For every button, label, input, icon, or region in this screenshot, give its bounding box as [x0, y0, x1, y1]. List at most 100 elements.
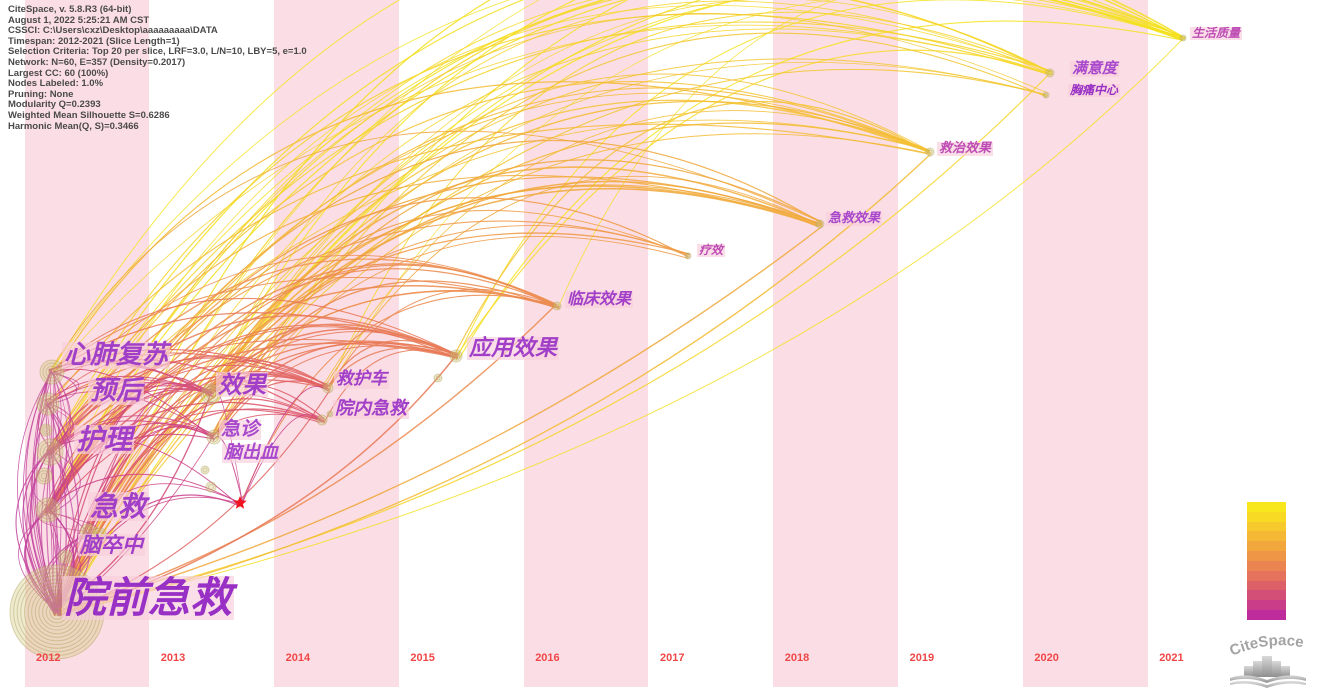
node-shyfs[interactable]: [39, 359, 65, 385]
node-n1[interactable]: [35, 467, 53, 485]
node-label-xg[interactable]: 效果: [216, 370, 268, 399]
metadata-line: Weighted Mean Silhouette S=0.6286: [8, 109, 170, 121]
node-jj[interactable]: [35, 497, 61, 523]
node-yh[interactable]: [36, 392, 60, 416]
node-n7[interactable]: [205, 481, 217, 493]
edge-jhc-shzl: [328, 0, 1182, 391]
edge-yqjj-jjxg: [52, 188, 820, 614]
legend-step: [1247, 610, 1286, 620]
node-n9[interactable]: [433, 373, 443, 383]
edge-jj-myd: [47, 5, 1052, 509]
year-label-2017: 2017: [660, 652, 685, 664]
edge-yqjj-hl: [22, 449, 56, 616]
node-lx[interactable]: [684, 252, 692, 260]
metadata-line: Network: N=60, E=357 (Density=0.2017): [8, 56, 186, 68]
node-label-xtzx[interactable]: 胸痛中心: [1068, 83, 1121, 97]
edge-jj-ncz: [48, 512, 88, 533]
edge-jhc-jzxg: [323, 110, 929, 385]
metadata-line: CiteSpace, v. 5.8.R3 (64-bit): [8, 4, 132, 15]
edge-yqjj-jj: [46, 507, 59, 616]
edge-yqjj-jj: [25, 507, 60, 612]
metadata-line: August 1, 2022 5:25:21 AM CST: [8, 14, 150, 26]
metadata-line: CSSCI: C:\Users\cxz\Desktop\aaaaaaaaa\DA…: [8, 25, 218, 37]
edge-shyfs-yyxg: [53, 297, 457, 370]
year-label-2018: 2018: [784, 652, 810, 664]
node-label-yqjj[interactable]: 院前急救: [62, 573, 235, 622]
node-jzxg[interactable]: [925, 147, 935, 157]
edge-hl-myd: [50, 21, 1053, 454]
burst-star-node[interactable]: [233, 496, 247, 509]
node-label-hl[interactable]: 护理: [74, 423, 135, 456]
edge-hl-yh: [37, 404, 52, 450]
node-jhc[interactable]: [322, 382, 334, 394]
svg-text:CiteSpace: CiteSpace: [1227, 632, 1305, 659]
node-label-jz[interactable]: 急诊: [219, 418, 262, 440]
legend-step: [1247, 580, 1286, 591]
edge-yyxg-jzxg: [451, 100, 929, 360]
node-lcxg[interactable]: [552, 301, 562, 311]
edge-yqjj-jj: [18, 511, 59, 614]
node-label-lx[interactable]: 疗效: [697, 243, 726, 257]
node-myd[interactable]: [1045, 68, 1055, 78]
node-label-yyxg[interactable]: 应用效果: [467, 335, 560, 361]
edge-hl-jzxg: [52, 119, 930, 453]
edge-ncz-yyxg: [88, 331, 458, 531]
node-label-yh[interactable]: 预后: [88, 376, 145, 406]
legend-step: [1247, 600, 1286, 611]
node-label-jj[interactable]: 急救: [88, 490, 149, 523]
node-ynjj[interactable]: [316, 414, 328, 426]
node-xtzx[interactable]: [1042, 91, 1050, 99]
edge-hl-jzxg: [52, 81, 931, 453]
metadata-line: Nodes Labeled: 1.0%: [8, 78, 104, 90]
year-color-legend: [1247, 502, 1286, 620]
node-label-jhc[interactable]: 救护车: [334, 369, 389, 389]
node-label-jzxg[interactable]: 救治效果: [937, 141, 994, 156]
edge-hl-lx: [47, 220, 689, 456]
node-jjxg[interactable]: [815, 219, 825, 229]
edge-shyfs-jzxg: [54, 81, 930, 372]
edge-jhc-lcxg: [327, 288, 560, 392]
edge-yqjj-shyfs: [25, 372, 55, 613]
node-label-ynjj[interactable]: 院内急救: [333, 398, 409, 419]
node-n6[interactable]: [200, 465, 210, 475]
edge-yqjj-shyfs: [49, 373, 55, 611]
node-shzl[interactable]: [1179, 34, 1187, 42]
edge-jj-ncz: [38, 508, 87, 532]
edge-jj-jhc: [45, 364, 327, 511]
edge-shyfs-lcxg: [50, 277, 557, 372]
year-label-2020: 2020: [1034, 652, 1059, 664]
legend-step: [1247, 560, 1286, 571]
node-n4[interactable]: [57, 549, 73, 565]
node-label-lcxg[interactable]: 临床效果: [565, 289, 634, 308]
edge-xg-xtzx: [213, 62, 1047, 398]
metadata-line: Modularity Q=0.2393: [8, 99, 101, 111]
node-label-myd[interactable]: 满意度: [1070, 59, 1120, 77]
node-label-ncz[interactable]: 脑卒中: [78, 532, 145, 557]
node-label-shyfs[interactable]: 心肺复苏: [62, 340, 171, 370]
edge-yqjj-ncz: [43, 530, 88, 615]
node-label-shzl[interactable]: 生活质量: [1190, 26, 1243, 40]
edge-yqjj-shyfs: [36, 371, 57, 612]
edge-xg-lcxg: [210, 290, 559, 391]
year-label-2013: 2013: [160, 652, 186, 664]
node-label-ncx[interactable]: 脑出血: [222, 442, 280, 463]
edge-ncz-jhc: [90, 375, 328, 532]
edge-jj-yh: [46, 405, 73, 512]
edge-jj-myd: [48, 0, 1053, 511]
node-n2[interactable]: [39, 423, 53, 437]
edge-jj-xtzx: [49, 13, 1047, 514]
edge-shyfs-shzl: [51, 0, 1183, 372]
metadata-line: Timespan: 2012-2021 (Slice Length=1): [8, 35, 180, 47]
node-label-jjxg[interactable]: 急救效果: [826, 211, 883, 226]
edge-yqjj-myd: [57, 74, 1050, 613]
node-hl[interactable]: [36, 438, 64, 466]
edge-hl-jz: [47, 420, 214, 455]
edge-yqjj-yh: [48, 404, 67, 614]
year-label-2016: 2016: [535, 652, 560, 664]
year-label-2019: 2019: [909, 652, 935, 664]
edge-hl-myd: [46, 13, 1049, 456]
node-yyxg[interactable]: [449, 349, 463, 363]
edge-yqjj-jjxg: [56, 225, 823, 613]
edge-jhc-yyxg: [328, 339, 457, 385]
